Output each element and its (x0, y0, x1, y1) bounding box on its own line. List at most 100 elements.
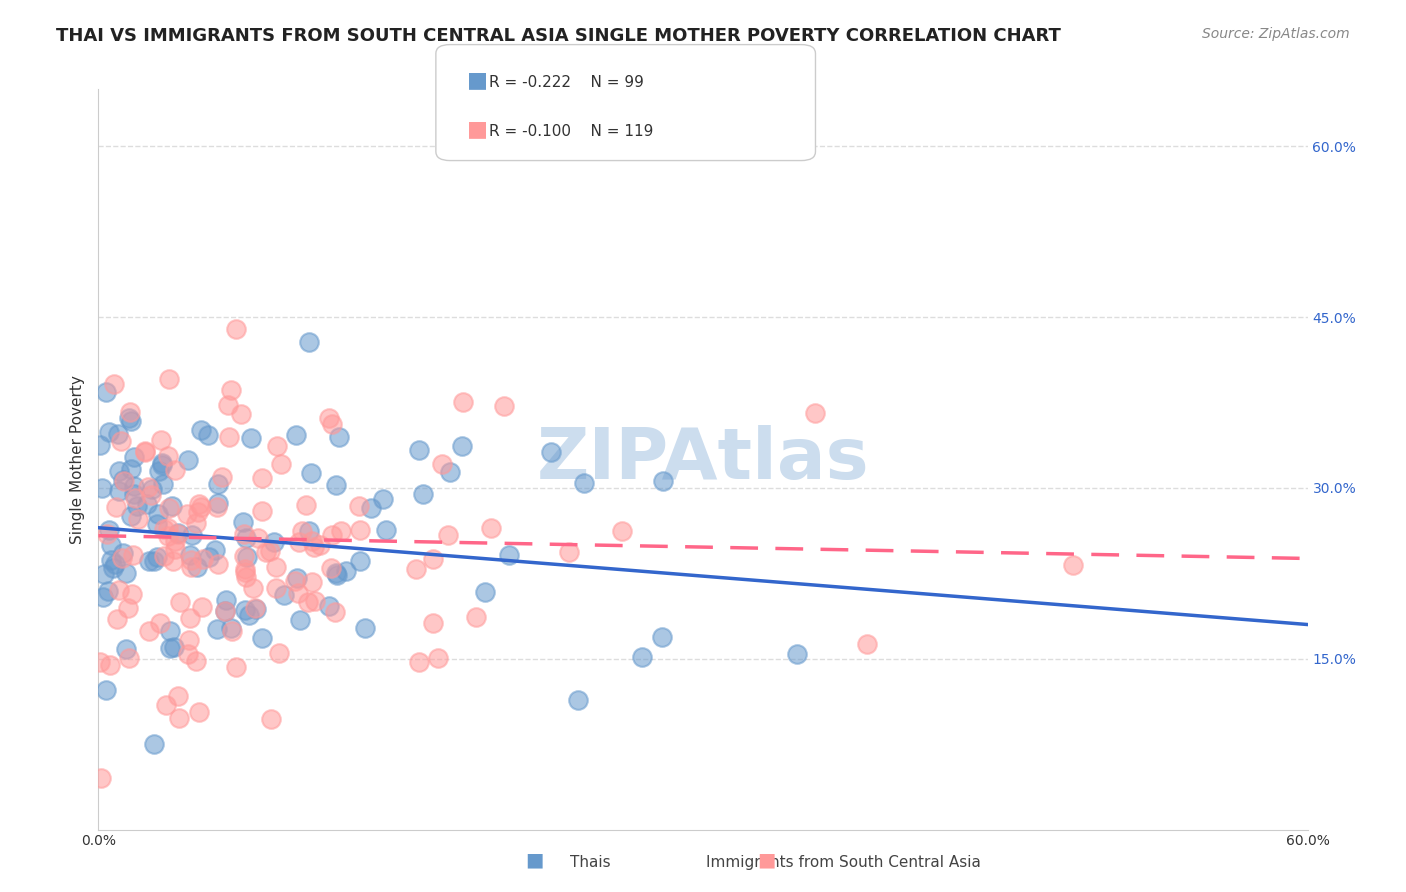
Point (186, 654, 208, 668)
Point (232, 515, 254, 529)
Point (94, 682, 117, 697)
Point (233, 565, 256, 579)
Point (97, 584, 120, 599)
Point (273, 588, 295, 602)
Point (233, 562, 256, 576)
Point (134, 444, 156, 458)
Point (219, 622, 242, 636)
Point (112, 474, 135, 488)
Point (190, 599, 212, 614)
Point (1062, 558, 1084, 572)
Point (299, 466, 322, 480)
Point (100, 538, 122, 552)
Point (114, 642, 136, 657)
Point (375, 523, 398, 537)
Point (405, 562, 427, 576)
Point (371, 491, 394, 506)
Point (353, 621, 375, 635)
Point (235, 531, 257, 545)
Point (221, 624, 243, 639)
Point (117, 601, 139, 615)
Point (159, 641, 181, 656)
Point (427, 651, 450, 665)
Point (301, 574, 323, 589)
Point (163, 534, 186, 549)
Point (225, 322, 247, 336)
Point (148, 508, 170, 522)
Point (143, 737, 166, 751)
Point (150, 458, 173, 473)
Point (269, 646, 291, 660)
Point (301, 533, 323, 548)
Point (288, 613, 311, 627)
Point (146, 517, 169, 532)
Text: ■: ■ (467, 70, 488, 90)
Point (422, 552, 444, 566)
Point (122, 479, 145, 493)
Point (453, 395, 475, 409)
Point (188, 496, 211, 510)
Point (298, 335, 321, 350)
Point (111, 551, 134, 566)
Point (155, 698, 177, 712)
Point (118, 405, 141, 419)
Point (540, 445, 562, 459)
Point (105, 612, 128, 626)
Point (100, 552, 122, 566)
Point (162, 554, 184, 568)
Point (188, 705, 211, 719)
Point (412, 487, 434, 501)
Point (422, 615, 444, 630)
Point (122, 450, 145, 464)
Point (330, 524, 353, 538)
Point (319, 561, 342, 575)
Point (93, 566, 115, 581)
Point (567, 692, 589, 706)
Point (439, 465, 461, 479)
Point (167, 527, 190, 541)
Point (180, 560, 202, 574)
Point (288, 535, 311, 549)
Point (103, 561, 125, 575)
Point (557, 545, 579, 559)
Point (110, 434, 132, 449)
Point (90, 771, 112, 785)
Point (231, 408, 253, 422)
Point (207, 557, 229, 571)
Point (153, 522, 176, 536)
Point (211, 470, 233, 484)
Point (121, 587, 143, 601)
Point (804, 406, 827, 420)
Point (124, 491, 146, 505)
Point (318, 599, 340, 613)
Point (163, 640, 186, 654)
Point (139, 488, 162, 502)
Point (138, 480, 160, 494)
Point (122, 548, 145, 562)
Point (167, 711, 190, 725)
Point (335, 564, 357, 578)
Point (134, 444, 156, 458)
Point (308, 538, 330, 552)
Point (264, 581, 287, 595)
Point (104, 557, 127, 571)
Text: ■: ■ (756, 851, 776, 870)
Point (197, 550, 219, 565)
Point (125, 499, 148, 513)
Point (291, 524, 314, 539)
Point (150, 456, 173, 470)
Point (177, 453, 200, 467)
Point (107, 583, 129, 598)
Point (120, 509, 142, 524)
Point (111, 473, 134, 487)
Point (450, 439, 472, 453)
Point (179, 611, 201, 625)
Text: R = -0.100    N = 119: R = -0.100 N = 119 (489, 124, 654, 138)
Point (190, 423, 212, 437)
Point (103, 376, 125, 391)
Point (494, 399, 516, 413)
Point (181, 528, 204, 542)
Point (245, 602, 267, 616)
Point (214, 604, 236, 618)
Point (250, 504, 273, 518)
